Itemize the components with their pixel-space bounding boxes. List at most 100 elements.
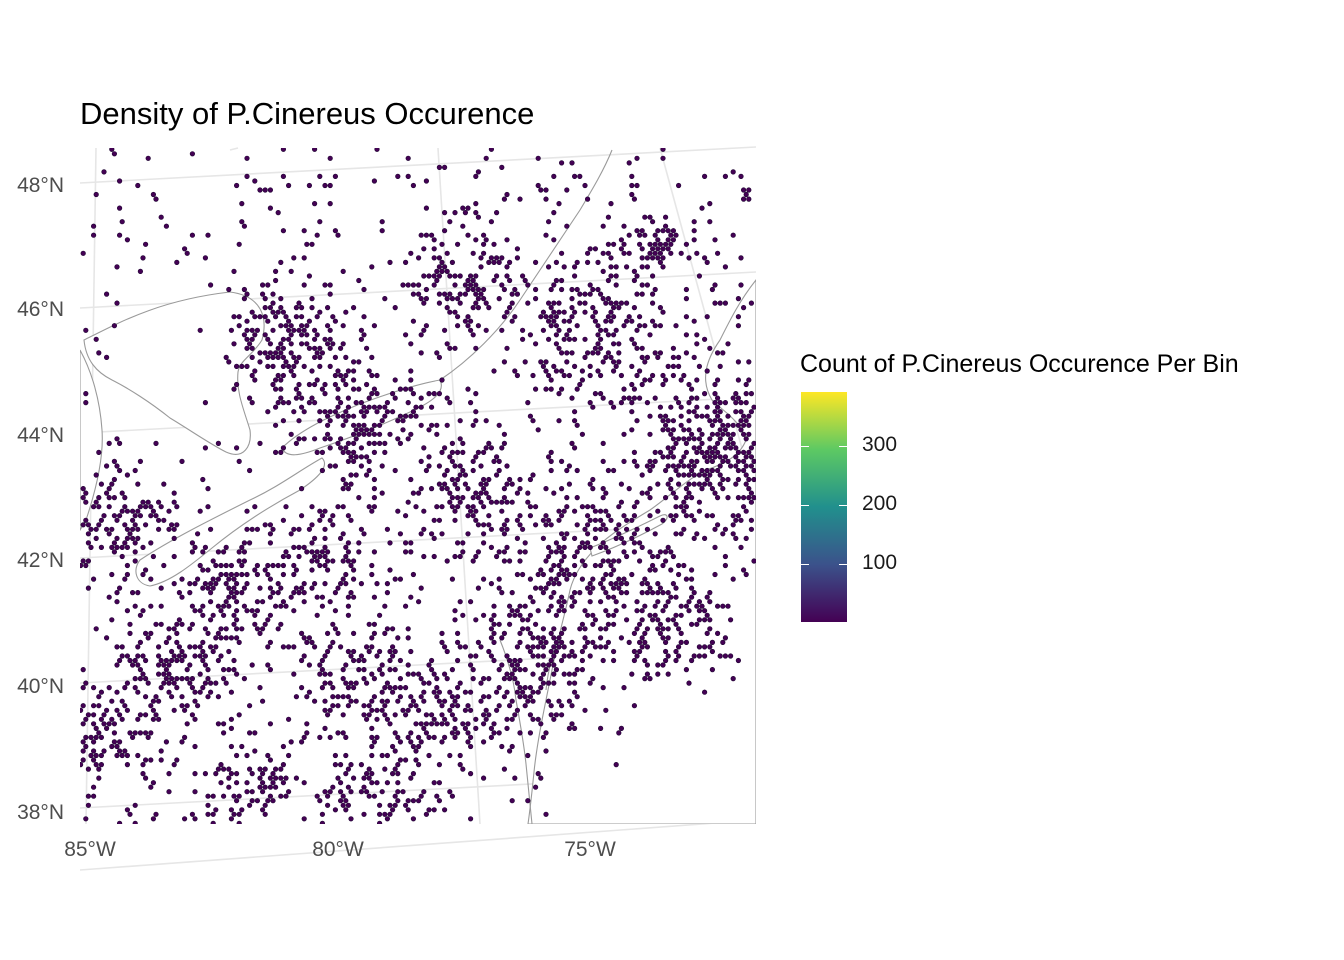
hexbin-cell xyxy=(210,811,216,817)
hexbin-cell xyxy=(634,273,640,279)
hexbin-cell xyxy=(150,553,156,560)
hexbin-cell xyxy=(675,363,682,370)
hexbin-cell xyxy=(434,684,440,691)
hexbin-cell xyxy=(670,345,677,351)
hexbin-cell xyxy=(371,323,378,329)
hexbin-cell xyxy=(553,314,560,320)
hexbin-cell xyxy=(652,241,658,247)
hexbin-cell xyxy=(545,698,552,704)
hexbin-cell xyxy=(610,404,617,410)
hexbin-cell xyxy=(103,291,110,297)
hexbin-cell xyxy=(447,400,453,406)
hexbin-cell xyxy=(678,603,684,609)
hexbin-cell xyxy=(371,549,378,555)
hexbin-cell xyxy=(296,544,302,551)
hexbin-cell xyxy=(314,594,320,600)
hexbin-cell xyxy=(267,350,274,356)
hexbin-cell xyxy=(449,495,456,501)
hexbin-cell xyxy=(327,282,333,288)
hexbin-cell xyxy=(590,585,596,591)
hexbin-cell xyxy=(532,504,539,510)
hexbin-cell xyxy=(408,594,414,600)
hexbin-cell xyxy=(267,576,274,582)
hexbin-cell xyxy=(145,155,151,161)
hexbin-cell xyxy=(608,264,614,270)
hexbin-cell xyxy=(712,381,718,388)
hexbin-cell xyxy=(429,486,435,492)
hexbin-cell xyxy=(512,775,518,781)
hexbin-cell xyxy=(325,648,331,655)
hexbin-cell xyxy=(592,246,599,252)
hexbin-cell xyxy=(114,589,120,596)
hexbin-cell xyxy=(465,730,471,736)
hexbin-cell xyxy=(309,368,315,374)
hexbin-cell xyxy=(626,160,632,166)
hexbin-cell xyxy=(236,793,242,799)
hexbin-cell xyxy=(140,671,146,677)
hexbin-cell xyxy=(712,571,718,578)
hexbin-cell xyxy=(371,793,378,799)
hexbin-cell xyxy=(571,680,578,686)
hexbin-cell xyxy=(312,553,318,560)
hexbin-cell xyxy=(623,589,630,596)
hexbin-cell xyxy=(234,671,240,677)
hexbin-cell xyxy=(379,463,385,469)
hexbin-cell xyxy=(166,526,172,532)
hexbin-cell xyxy=(270,562,276,569)
hexbin-cell xyxy=(483,716,489,722)
hexbin-cell xyxy=(343,807,349,813)
hexbin-cell xyxy=(330,621,336,627)
hexbin-cell xyxy=(332,608,339,614)
hexbin-cell xyxy=(509,589,515,596)
hexbin-cell xyxy=(603,644,609,650)
hexbin-cell xyxy=(696,644,703,650)
hexbin-cell xyxy=(696,273,703,279)
hexbin-cell xyxy=(205,811,211,817)
hexbin-cell xyxy=(613,599,619,605)
hexbin-cell xyxy=(436,481,443,487)
hexbin-cell xyxy=(124,562,130,569)
hexbin-cell xyxy=(644,255,651,261)
hexbin-cell xyxy=(330,694,336,700)
hexbin-cell xyxy=(735,513,742,519)
hexbin-cell xyxy=(171,761,177,768)
hexbin-cell xyxy=(426,680,432,686)
hexbin-cell xyxy=(626,232,632,238)
hexbin-cell xyxy=(462,725,469,732)
hexbin-cell xyxy=(577,544,583,551)
hexbin-cell xyxy=(545,372,552,379)
hexbin-cell xyxy=(678,612,684,618)
hexbin-cell xyxy=(665,599,671,605)
hexbin-cell xyxy=(608,318,614,324)
hexbin-cell xyxy=(678,422,684,428)
hexbin-cell xyxy=(481,522,487,528)
hexbin-cell xyxy=(616,531,622,537)
hexbin-cell xyxy=(558,549,565,555)
hexbin-cell xyxy=(132,549,138,555)
hexbin-cell xyxy=(322,391,328,397)
hexbin-cell xyxy=(597,291,604,297)
hexbin-cell xyxy=(657,323,664,329)
hexbin-cell xyxy=(343,445,349,451)
hexbin-cell xyxy=(111,458,117,465)
hexbin-cell xyxy=(262,350,268,356)
hexbin-cell xyxy=(283,504,289,510)
hexbin-cell xyxy=(699,431,705,437)
hexbin-cell xyxy=(600,576,606,582)
hexbin-cell xyxy=(226,286,232,293)
hexbin-cell xyxy=(210,612,216,618)
hexbin-cell xyxy=(187,626,193,632)
hexbin-cell xyxy=(722,635,729,641)
hexbin-cell xyxy=(527,594,534,600)
hexbin-cell xyxy=(140,608,146,614)
hexbin-cell xyxy=(249,526,255,532)
hexbin-cell xyxy=(522,666,528,673)
hexbin-cell xyxy=(309,395,315,401)
hexbin-cell xyxy=(735,296,742,302)
hexbin-cell xyxy=(137,639,143,646)
hexbin-cell xyxy=(543,666,549,673)
hexbin-cell xyxy=(132,657,138,664)
hexbin-cell xyxy=(522,603,528,609)
hexbin-cell xyxy=(634,653,640,659)
hexbin-cell xyxy=(566,463,573,469)
